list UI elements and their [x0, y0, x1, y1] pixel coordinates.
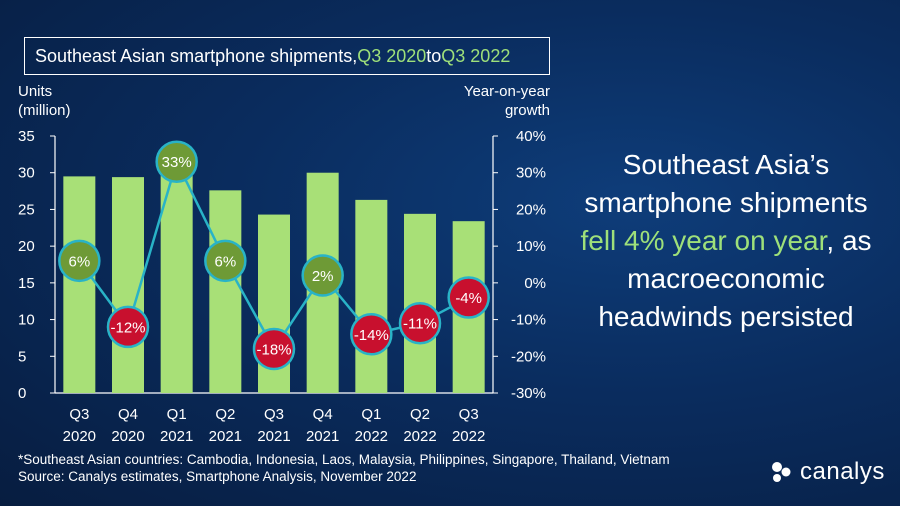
- title-prefix: Southeast Asian smartphone shipments,: [35, 45, 358, 66]
- right-tick-label: 20%: [516, 201, 546, 218]
- title-to: Q3 2022: [441, 45, 511, 66]
- x-label-year: 2022: [452, 428, 485, 445]
- left-axis-title-line-2: (million): [18, 102, 71, 119]
- right-tick-label: -10%: [511, 312, 546, 329]
- growth-label: 33%: [162, 154, 192, 171]
- logo-text: canalys: [800, 458, 885, 485]
- left-axis-title: Units (million): [18, 82, 71, 120]
- shipment-bar: [63, 176, 96, 393]
- x-label-quarter: Q1: [167, 406, 187, 423]
- x-label-quarter: Q2: [410, 406, 430, 423]
- shipment-bar: [355, 199, 388, 393]
- x-label-quarter: Q4: [313, 406, 333, 423]
- right-axis-title: Year-on-year growth: [458, 82, 550, 120]
- canalys-logo-icon: [772, 462, 791, 482]
- right-tick-label: 10%: [516, 238, 546, 255]
- footnote: *Southeast Asian countries: Cambodia, In…: [18, 451, 670, 485]
- growth-label: 6%: [214, 253, 236, 270]
- growth-marker: [106, 305, 150, 349]
- left-tick-label: 10: [18, 312, 35, 329]
- left-tick-label: 30: [18, 165, 35, 182]
- growth-label: -11%: [403, 316, 437, 333]
- growth-marker: [252, 327, 296, 371]
- growth-marker: [447, 276, 490, 319]
- left-axis-title-line-1: Units: [18, 83, 53, 100]
- chart-title: Southeast Asian smartphone shipments, Q3…: [24, 37, 550, 75]
- footnote-source: Source: Canalys estimates, Smartphone An…: [18, 469, 417, 484]
- left-tick-label: 15: [18, 275, 35, 292]
- right-axis-title-line-1: Year-on-year: [463, 83, 550, 100]
- x-label-year: 2020: [111, 428, 144, 445]
- headline-part-1: Southeast Asia’s smartphone shipments: [584, 149, 868, 218]
- growth-label: 6%: [68, 253, 90, 270]
- right-tick-label: -20%: [511, 348, 546, 365]
- growth-label: -14%: [354, 327, 389, 344]
- x-label-quarter: Q3: [459, 406, 479, 423]
- growth-label: -12%: [110, 319, 145, 336]
- left-tick-label: 0: [18, 385, 26, 402]
- growth-marker: [155, 140, 198, 183]
- title-from: Q3 2020: [357, 45, 427, 66]
- right-tick-label: 40%: [516, 128, 546, 145]
- left-tick-label: 20: [18, 238, 35, 255]
- x-label-quarter: Q4: [118, 406, 138, 423]
- growth-marker: [58, 239, 101, 283]
- x-label-year: 2021: [160, 428, 193, 445]
- left-tick-label: 35: [18, 128, 35, 145]
- title-mid: to: [426, 45, 442, 66]
- x-label-year: 2021: [209, 428, 242, 445]
- growth-label: -4%: [455, 290, 482, 307]
- growth-label: -18%: [256, 341, 291, 358]
- right-axis-title-line-2: growth: [504, 102, 550, 119]
- shipment-bar: [209, 190, 242, 393]
- x-label-year: 2022: [403, 428, 436, 445]
- headline-part-2: , as macroeconomic headwinds persisted: [598, 225, 872, 332]
- x-label-year: 2022: [355, 428, 388, 445]
- x-label-quarter: Q3: [69, 406, 89, 423]
- x-label-year: 2021: [306, 428, 339, 445]
- headline: Southeast Asia’s smartphone shipments fe…: [566, 146, 886, 336]
- x-label-quarter: Q2: [215, 406, 235, 423]
- right-tick-label: -30%: [511, 385, 546, 402]
- right-tick-label: 0%: [524, 275, 546, 292]
- left-tick-label: 25: [18, 201, 35, 218]
- shipment-bar: [112, 177, 144, 393]
- growth-marker: [350, 313, 393, 356]
- footnote-countries: *Southeast Asian countries: Cambodia, In…: [18, 452, 670, 467]
- x-label-year: 2021: [257, 428, 290, 445]
- growth-label: 2%: [312, 268, 334, 285]
- left-tick-label: 5: [18, 348, 26, 365]
- right-tick-label: 30%: [516, 165, 546, 182]
- x-label-quarter: Q1: [361, 406, 381, 423]
- growth-marker: [398, 301, 442, 345]
- x-label-quarter: Q3: [264, 406, 284, 423]
- canalys-logo: canalys: [768, 458, 885, 486]
- growth-marker: [301, 254, 344, 297]
- headline-highlight: fell 4% year on year: [580, 225, 827, 256]
- x-label-year: 2020: [63, 428, 96, 445]
- growth-marker: [204, 239, 247, 283]
